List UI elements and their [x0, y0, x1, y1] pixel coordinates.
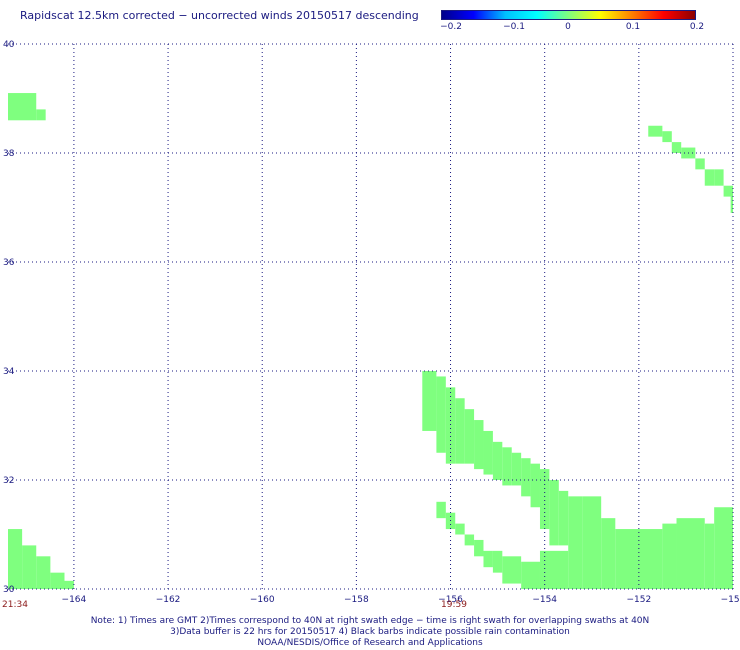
- swath-cell: [704, 169, 715, 186]
- swath-cell: [582, 496, 602, 589]
- swath-cell: [36, 556, 51, 589]
- x-tick-label: −158: [344, 595, 369, 605]
- swath-cell: [539, 550, 569, 589]
- swath-cell: [714, 169, 724, 186]
- swath-cell: [464, 534, 475, 546]
- swath-cell: [730, 196, 733, 213]
- swath-cell: [50, 572, 65, 589]
- x-tick-label: −150: [721, 595, 740, 605]
- swath-cell: [483, 430, 493, 475]
- swath-cell: [558, 490, 569, 546]
- swath-cell: [511, 452, 522, 486]
- x-tick-label: −160: [250, 595, 275, 605]
- x-tick-label: −154: [532, 595, 557, 605]
- y-tick-label: 38: [3, 149, 15, 159]
- swath-cell: [714, 507, 733, 589]
- swath-cell: [648, 125, 663, 137]
- swath-cell: [8, 93, 37, 121]
- swath-cell: [662, 131, 672, 143]
- x-tick-label: −152: [626, 595, 651, 605]
- y-tick-label: 34: [3, 367, 15, 377]
- colorbar: [441, 10, 696, 20]
- chart-title: Rapidscat 12.5km corrected − uncorrected…: [20, 9, 419, 22]
- swath-cell: [671, 142, 682, 153]
- swath-cell: [492, 550, 503, 573]
- y-tick-label: 36: [3, 258, 15, 268]
- swath-cell: [662, 523, 677, 589]
- y-tick-label: 40: [3, 40, 15, 50]
- swath-cell: [615, 529, 663, 589]
- swath-cell: [8, 529, 23, 589]
- x-tick-label: −162: [156, 595, 181, 605]
- footnote: Note: 1) Times are GMT 2)Times correspon…: [90, 616, 650, 626]
- swath-cell: [474, 539, 484, 557]
- x-tick-label: −156: [438, 595, 463, 605]
- swath-cell: [22, 545, 37, 589]
- colorbar-tick: −0.1: [503, 22, 525, 32]
- swath-cell: [521, 561, 540, 589]
- swath-cell: [492, 441, 503, 480]
- y-tick-label: 32: [3, 476, 14, 486]
- swath-cell: [676, 518, 705, 589]
- colorbar-tick: 0.2: [689, 22, 705, 32]
- swath-cell: [723, 185, 733, 197]
- colorbar-tick: 0: [565, 22, 571, 32]
- y-tick-label: 30: [3, 585, 15, 595]
- swath-cell: [64, 580, 74, 589]
- footnote: NOAA/NESDIS/Office of Research and Appli…: [257, 638, 483, 648]
- swath-cell: [436, 501, 446, 519]
- swath-cell: [502, 556, 522, 584]
- swath-cell: [455, 523, 465, 535]
- swath-cell: [521, 458, 531, 497]
- swath-cell: [601, 518, 616, 589]
- colorbar-tick: −0.2: [440, 22, 462, 32]
- x-tick-label: −164: [62, 595, 87, 605]
- swath-cell: [422, 371, 437, 431]
- swath-cell: [455, 398, 465, 464]
- swath-cell: [539, 469, 550, 530]
- swath-cell: [445, 387, 456, 464]
- swath-cell: [436, 376, 446, 453]
- swath-cell: [464, 409, 475, 464]
- time-label: 19:59: [441, 600, 467, 610]
- swath-cell: [530, 463, 540, 508]
- swath-cell: [474, 420, 484, 470]
- swath-cell: [502, 447, 512, 486]
- footnote: 3)Data buffer is 22 hrs for 20150517 4) …: [170, 627, 570, 637]
- swath-cell: [549, 480, 559, 546]
- time-label: 21:34: [2, 600, 28, 610]
- swath-cell: [695, 158, 705, 170]
- swath-cell: [36, 109, 46, 121]
- colorbar-tick: 0.1: [625, 22, 641, 32]
- swath-cell: [568, 496, 583, 589]
- swath-cell: [483, 550, 493, 568]
- swath-cell: [704, 523, 715, 589]
